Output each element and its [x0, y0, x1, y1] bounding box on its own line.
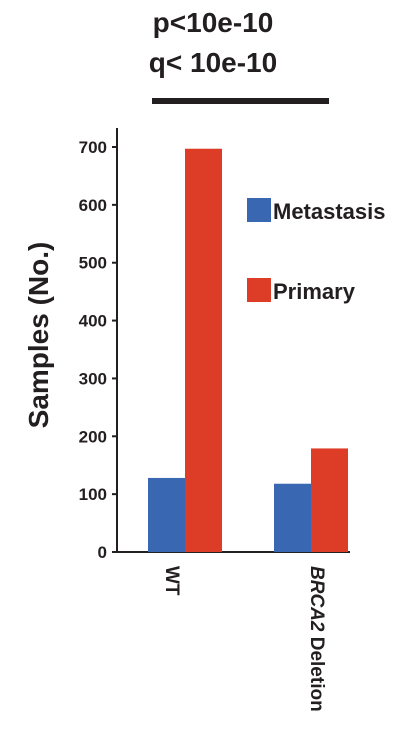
category-label-italic-part: BRCA2	[306, 566, 327, 632]
legend-label-primary: Primary	[273, 279, 356, 304]
axes: 0 100 200 300 400 500 600 700	[79, 128, 350, 562]
category-label-text-part: WT	[161, 566, 182, 596]
category-label-text-part: Deletion	[306, 631, 327, 711]
category-label-0: WT	[161, 566, 182, 596]
y-tick-label: 700	[79, 138, 107, 157]
y-tick-label: 500	[79, 254, 107, 273]
y-axis-label: Samples (No.)	[23, 242, 54, 429]
y-tick-label: 200	[79, 427, 107, 446]
bar-metastasis-1	[274, 483, 311, 552]
p-value-label: p<10e-10	[153, 7, 274, 38]
bar-metastasis-0	[148, 477, 185, 552]
legend-swatch-metastasis	[247, 198, 271, 222]
bars-group	[148, 148, 348, 552]
y-tick-label: 300	[79, 369, 107, 388]
bar-primary-1	[311, 448, 348, 552]
y-tick-label: 600	[79, 196, 107, 215]
y-tick-label: 100	[79, 485, 107, 504]
legend-label-metastasis: Metastasis	[273, 199, 386, 224]
y-tick-label: 0	[98, 543, 107, 562]
y-tick-label: 400	[79, 312, 107, 331]
category-label-1: BRCA2 Deletion	[306, 566, 327, 712]
category-labels: WT BRCA2 Deletion	[161, 566, 327, 712]
bar-primary-0	[185, 148, 222, 552]
legend-swatch-primary	[247, 278, 271, 302]
legend: Metastasis Primary	[247, 198, 386, 304]
q-value-label: q< 10e-10	[149, 47, 277, 78]
